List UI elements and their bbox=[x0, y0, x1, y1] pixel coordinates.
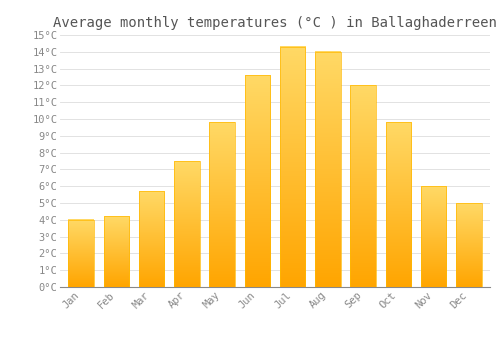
Bar bbox=[315, 52, 340, 287]
Bar bbox=[421, 186, 446, 287]
Bar bbox=[139, 191, 164, 287]
Bar bbox=[174, 161, 200, 287]
Bar bbox=[244, 75, 270, 287]
Title: Average monthly temperatures (°C ) in Ballaghaderreen: Average monthly temperatures (°C ) in Ba… bbox=[53, 16, 497, 30]
Bar bbox=[280, 47, 305, 287]
Bar bbox=[350, 85, 376, 287]
Bar bbox=[456, 203, 481, 287]
Bar bbox=[210, 122, 235, 287]
Bar bbox=[386, 122, 411, 287]
Bar bbox=[104, 216, 129, 287]
Bar bbox=[68, 220, 94, 287]
